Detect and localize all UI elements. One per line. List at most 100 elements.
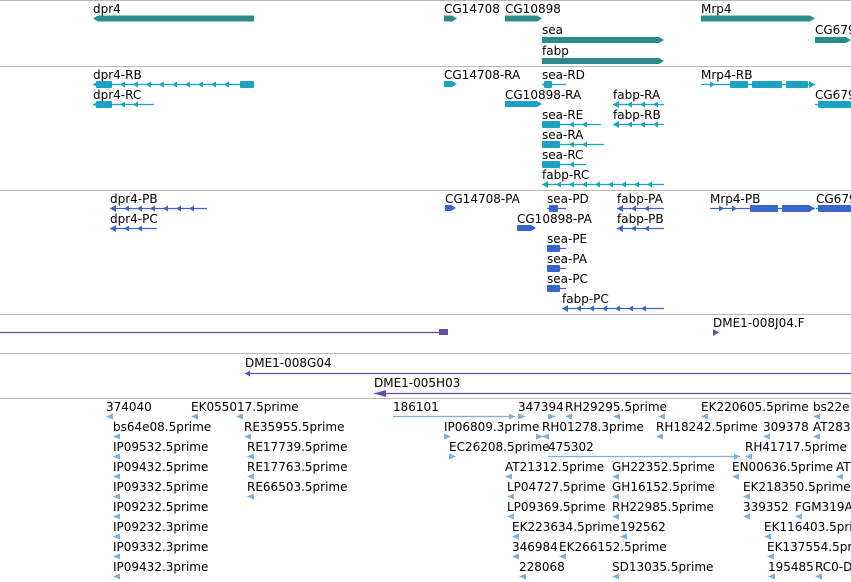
protein-sea-pc[interactable] bbox=[547, 285, 566, 292]
est-glyph[interactable] bbox=[113, 473, 120, 480]
est-glyph[interactable] bbox=[247, 473, 254, 480]
protein-fabp-pb[interactable] bbox=[617, 225, 664, 232]
est-glyph[interactable] bbox=[815, 573, 822, 580]
est-glyph[interactable] bbox=[106, 413, 113, 420]
transcript-cg679[interactable] bbox=[815, 101, 851, 108]
est-glyph[interactable] bbox=[113, 453, 120, 460]
protein-label: fabp-PC bbox=[562, 292, 609, 306]
est-glyph[interactable] bbox=[612, 513, 619, 520]
est-glyph[interactable] bbox=[745, 453, 752, 460]
protein-label: CG14708-PA bbox=[445, 192, 521, 206]
protein-sea-pd[interactable] bbox=[547, 205, 566, 212]
est-glyph[interactable] bbox=[656, 433, 663, 440]
est-glyph[interactable] bbox=[393, 413, 515, 420]
est-glyph[interactable] bbox=[449, 453, 456, 460]
transcript-sea-ra[interactable] bbox=[542, 141, 604, 148]
est-glyph[interactable] bbox=[518, 413, 526, 420]
transcript-fabp-ra[interactable] bbox=[613, 101, 664, 108]
est-glyph[interactable] bbox=[612, 473, 619, 480]
est-glyph[interactable] bbox=[519, 573, 526, 580]
est-glyph[interactable] bbox=[764, 533, 771, 540]
est-glyph[interactable] bbox=[247, 493, 254, 500]
est-glyph[interactable] bbox=[559, 553, 566, 560]
est-glyph[interactable] bbox=[247, 453, 254, 460]
est-glyph[interactable] bbox=[444, 433, 451, 440]
transcript-label: fabp-RC bbox=[542, 168, 589, 182]
est-label: IP09332.3prime bbox=[113, 540, 208, 554]
est-glyph[interactable] bbox=[536, 433, 543, 440]
est-label: bs22e bbox=[813, 400, 850, 414]
gene-label-cg14708: CG14708 bbox=[444, 2, 500, 16]
transcript-dpr4-rb[interactable] bbox=[93, 81, 254, 88]
est-glyph[interactable] bbox=[612, 573, 619, 580]
gene-label-cg10898: CG10898 bbox=[505, 2, 561, 16]
protein-mrp4-pb[interactable] bbox=[710, 205, 815, 212]
protein-dpr4-pb[interactable] bbox=[110, 205, 207, 212]
transcript-fabp-rc[interactable] bbox=[542, 181, 664, 188]
transcript-cg10898-ra[interactable] bbox=[505, 101, 542, 107]
protein-cg10898-pa[interactable] bbox=[517, 225, 536, 231]
est-glyph[interactable] bbox=[542, 433, 549, 440]
est-glyph[interactable] bbox=[113, 513, 120, 520]
est-glyph[interactable] bbox=[658, 413, 665, 420]
gene-cg10898[interactable] bbox=[505, 15, 542, 22]
est-glyph[interactable] bbox=[548, 453, 740, 460]
est-glyph[interactable] bbox=[813, 433, 820, 440]
transcript-fabp-rb[interactable] bbox=[613, 121, 664, 128]
est-glyph[interactable] bbox=[732, 473, 739, 480]
protein-cg14708-pa[interactable] bbox=[445, 205, 456, 211]
est-glyph[interactable] bbox=[768, 573, 775, 580]
est-glyph[interactable] bbox=[612, 493, 619, 500]
transcript-sea-rd[interactable] bbox=[542, 81, 566, 88]
gene-sea[interactable] bbox=[542, 37, 664, 43]
protein-fabp-pc[interactable] bbox=[562, 305, 664, 312]
transcript-cg14708-ra[interactable] bbox=[444, 81, 457, 87]
est-label: 228068 bbox=[519, 560, 565, 574]
est-glyph[interactable] bbox=[236, 413, 243, 420]
gene-cg679[interactable] bbox=[815, 37, 851, 43]
transcript-dpr4-rc[interactable] bbox=[93, 101, 154, 108]
gene-mrp4[interactable] bbox=[701, 15, 815, 22]
est-glyph[interactable] bbox=[191, 413, 198, 420]
est-glyph[interactable] bbox=[113, 573, 120, 580]
est-glyph[interactable] bbox=[620, 533, 627, 540]
bac-clone-arrow[interactable] bbox=[713, 329, 719, 336]
protein-dpr4-pc[interactable] bbox=[110, 225, 157, 232]
est-glyph[interactable] bbox=[763, 433, 770, 440]
est-glyph[interactable] bbox=[743, 493, 750, 500]
gene-label-mrp4: Mrp4 bbox=[701, 2, 732, 16]
est-glyph[interactable] bbox=[565, 413, 572, 420]
protein-sea-pe[interactable] bbox=[547, 245, 566, 252]
transcript-label: sea-RE bbox=[542, 108, 583, 122]
est-glyph[interactable] bbox=[512, 533, 519, 540]
est-glyph[interactable] bbox=[512, 553, 519, 560]
transcript-sea-re[interactable] bbox=[542, 121, 601, 128]
est-glyph[interactable] bbox=[767, 553, 774, 560]
est-glyph[interactable] bbox=[507, 493, 514, 500]
protein-fabp-pa[interactable] bbox=[617, 205, 664, 212]
transcript-sea-rc[interactable] bbox=[542, 161, 586, 168]
est-glyph[interactable] bbox=[113, 493, 120, 500]
gene-dpr4[interactable] bbox=[93, 15, 254, 22]
est-glyph[interactable] bbox=[813, 413, 820, 420]
est-glyph[interactable] bbox=[795, 513, 802, 520]
est-glyph[interactable] bbox=[113, 533, 120, 540]
est-label: 309378 bbox=[763, 420, 809, 434]
est-glyph[interactable] bbox=[113, 433, 120, 440]
est-glyph[interactable] bbox=[701, 413, 708, 420]
protein-cg679[interactable] bbox=[816, 205, 851, 212]
est-glyph[interactable] bbox=[505, 473, 512, 480]
est-glyph[interactable] bbox=[548, 413, 556, 420]
est-glyph[interactable] bbox=[613, 413, 620, 420]
est-glyph[interactable] bbox=[244, 433, 251, 440]
est-glyph[interactable] bbox=[113, 553, 120, 560]
est-glyph[interactable] bbox=[836, 473, 843, 480]
protein-label: sea-PA bbox=[547, 252, 588, 266]
gene-fabp[interactable] bbox=[542, 58, 664, 64]
protein-sea-pa[interactable] bbox=[547, 265, 566, 272]
gene-cg14708[interactable] bbox=[444, 15, 457, 22]
est-glyph[interactable] bbox=[507, 513, 514, 520]
est-glyph[interactable] bbox=[743, 513, 750, 520]
transcript-mrp4-rb[interactable] bbox=[701, 81, 815, 88]
